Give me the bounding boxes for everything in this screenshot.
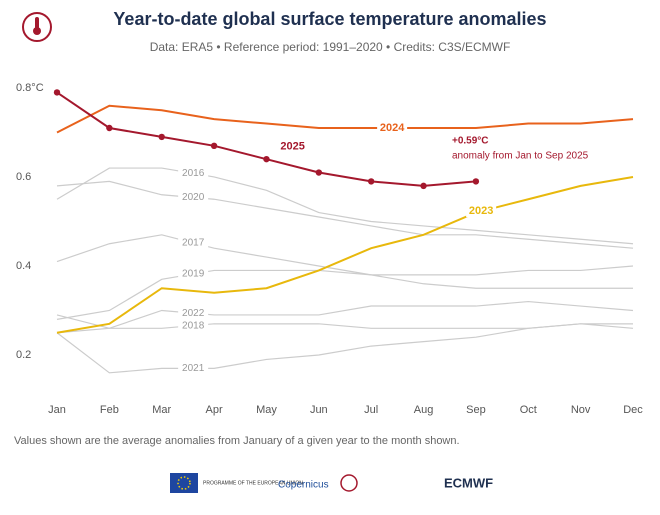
icon: [22, 12, 52, 42]
series-label: 2020: [182, 192, 205, 203]
chart-subtitle: Data: ERA5 • Reference period: 1991–2020…: [150, 40, 511, 54]
logos: PROGRAMME OF THE EUROPEAN UNION Copernic…: [170, 473, 493, 493]
annotation-text: anomaly from Jan to Sep 2025: [452, 151, 589, 162]
series-line: [56, 167, 634, 245]
series-label: 2025: [280, 141, 304, 153]
logo-eu: PROGRAMME OF THE EUROPEAN UNION: [203, 480, 303, 486]
x-tick-label: Apr: [206, 404, 223, 416]
series-line: [56, 300, 634, 329]
label-bg: [178, 267, 209, 280]
x-tick-label: Oct: [520, 404, 537, 416]
y-tick-label: 0.4: [16, 260, 31, 272]
series-line: [56, 265, 634, 320]
point: [106, 124, 113, 132]
plot: 0.8°C 0.6 0.4 0.2 Jan Feb Mar Apr May Jun Jul Aug Se…: [16, 82, 643, 416]
point: [367, 178, 375, 185]
series-line: [56, 104, 634, 134]
point: [158, 133, 165, 141]
point: [420, 182, 427, 190]
label-bg: [377, 122, 408, 135]
series-line: [56, 175, 634, 334]
x-tick-label: Aug: [414, 404, 434, 416]
y-tick-label: 0.8°C: [16, 82, 44, 94]
x-tick-label: Feb: [100, 404, 119, 416]
series-label: 2023: [469, 205, 493, 217]
x-tick-label: Jan: [48, 404, 66, 416]
label-bg: [178, 167, 209, 180]
series-line: [56, 323, 633, 334]
point: [210, 142, 218, 150]
series-label: 2019: [182, 269, 205, 280]
point: [263, 155, 270, 163]
label-bg: [178, 191, 209, 204]
label-bg: [178, 236, 209, 249]
series-label: 2022: [182, 308, 205, 319]
x-tick-label: Nov: [571, 404, 591, 416]
label-bg: [178, 319, 209, 332]
annotation-value: +0.59°C: [452, 136, 489, 147]
y-tick-label: 0.2: [16, 349, 31, 361]
series-label: 2016: [182, 168, 205, 179]
label-bg: [466, 205, 497, 218]
series-line: [56, 180, 634, 249]
series-line: [56, 234, 633, 289]
x-tick-label: May: [256, 404, 277, 416]
series-label: 2018: [182, 320, 205, 331]
x-tick-label: Sep: [466, 404, 486, 416]
x-tick-label: Mar: [152, 404, 171, 416]
label-bg: [178, 362, 209, 375]
y-tick-label: 0.6: [16, 171, 31, 183]
x-tick-label: Dec: [623, 404, 643, 416]
point: [472, 178, 480, 185]
series-label: 2024: [380, 122, 405, 134]
logo-copernicus: Copernicus: [278, 480, 329, 491]
logo-ecmwf: ECMWF: [444, 475, 493, 490]
label-bg: [178, 307, 209, 320]
chart-title: Year-to-date global surface temperature …: [113, 9, 546, 29]
footnote: Values shown are the average anomalies f…: [14, 435, 460, 447]
point: [53, 89, 61, 96]
series-label: 2021: [182, 363, 205, 374]
series-label: 2017: [182, 237, 205, 248]
x-tick-label: Jun: [310, 404, 328, 416]
x-tick-label: Jul: [364, 404, 378, 416]
series-line: [56, 323, 634, 374]
point: [315, 169, 323, 176]
